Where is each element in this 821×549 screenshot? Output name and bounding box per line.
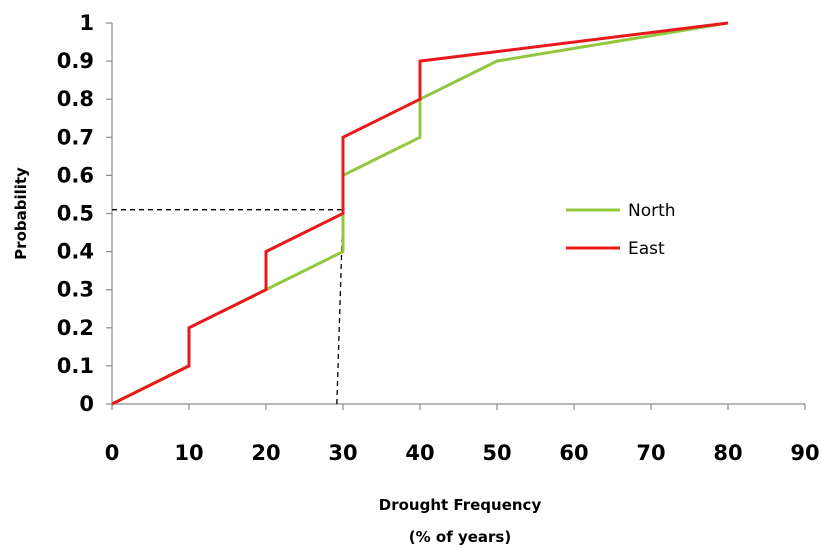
y-tick-label: 0.3	[57, 278, 94, 302]
y-tick-label: 0.2	[57, 316, 94, 340]
y-tick-label: 0.1	[57, 354, 94, 378]
y-tick-label: 0.9	[57, 49, 94, 73]
reference-lines	[112, 209, 344, 405]
x-axis-title-line: (% of years)	[409, 528, 511, 546]
y-tick-label: 1	[79, 11, 94, 35]
y-tick-label: 0.7	[57, 125, 94, 149]
x-tick-label: 40	[405, 441, 434, 465]
axes	[106, 22, 806, 410]
x-tick-label: 10	[174, 441, 203, 465]
y-tick-label: 0	[79, 392, 94, 416]
x-tick-label: 30	[328, 441, 357, 465]
y-tick-label: 0.5	[57, 202, 94, 226]
axis-titles: Drought Frequency (% of years) Probability	[12, 167, 541, 546]
x-axis-title-line: Drought Frequency	[379, 496, 542, 514]
legend-label-north: North	[628, 201, 676, 221]
y-axis-title: Probability	[12, 167, 30, 260]
series-lines	[111, 21, 729, 406]
x-tick-label: 60	[559, 441, 588, 465]
x-tick-label: 80	[713, 441, 742, 465]
legend: North East	[566, 201, 676, 259]
y-tick-label: 0.6	[57, 163, 94, 187]
legend-label-east: East	[628, 239, 665, 259]
x-tick-label: 50	[482, 441, 511, 465]
y-tick-label: 0.8	[57, 87, 94, 111]
tick-labels: 00.10.20.30.40.50.60.70.80.910 10 20 30 40 50…	[57, 11, 820, 465]
series-line-east	[111, 21, 729, 406]
x-tick-label: 20	[251, 441, 280, 465]
x-tick-label: 0	[105, 441, 120, 465]
x-tick-label: 70	[636, 441, 665, 465]
x-tick-label: 90	[790, 441, 819, 465]
y-tick-label: 0.4	[57, 240, 94, 264]
